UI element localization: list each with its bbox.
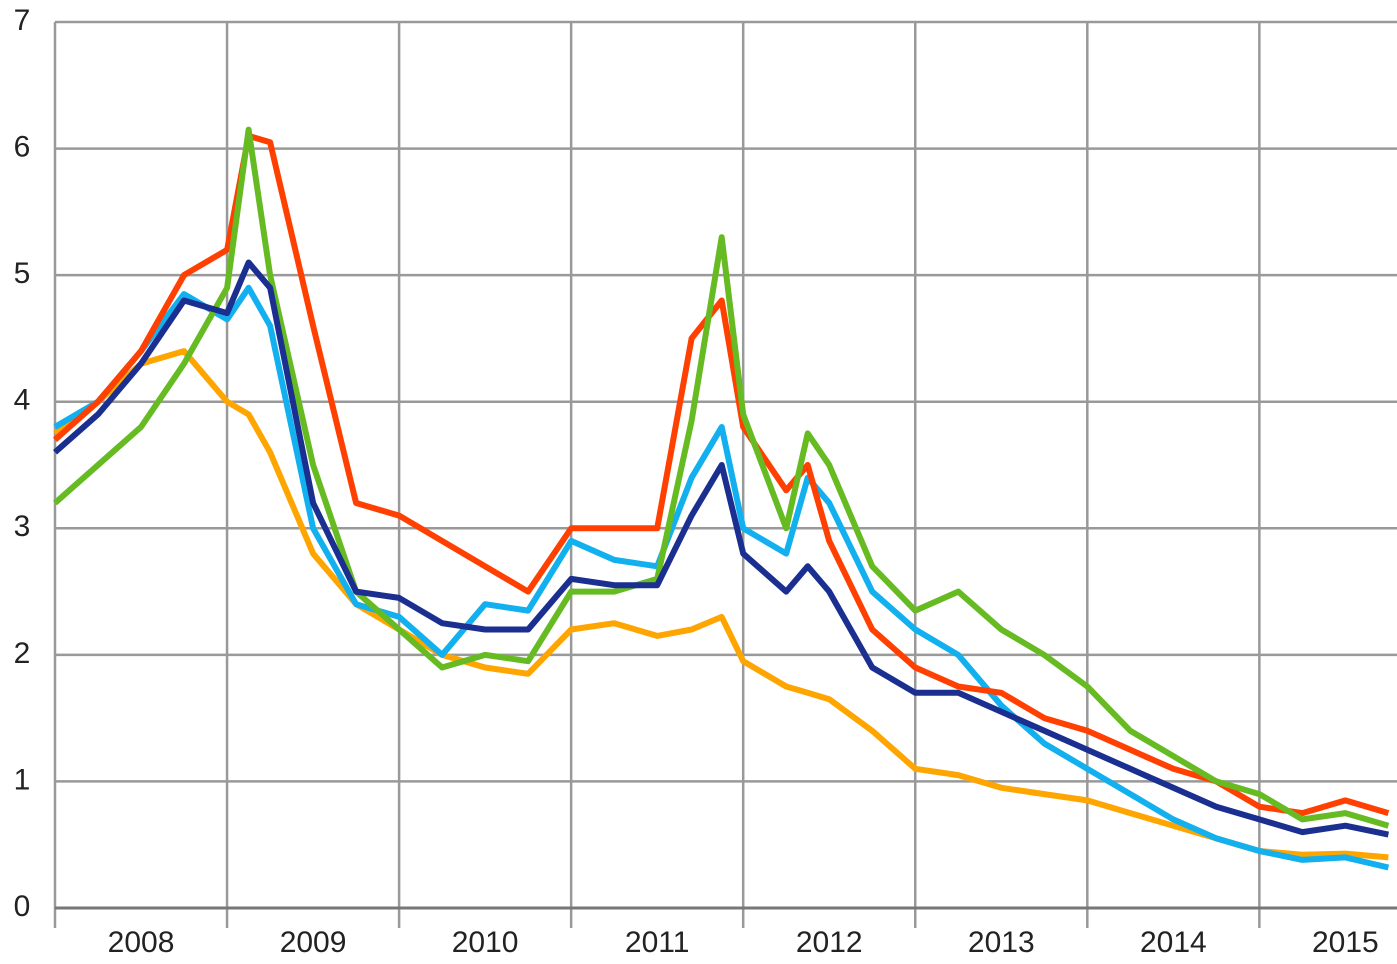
y-tick-label: 7: [14, 4, 31, 37]
series-line: [53, 348, 1389, 861]
x-tick-label: 2010: [452, 926, 519, 959]
y-tick-label: 6: [14, 130, 31, 163]
x-tick-label: 2015: [1312, 926, 1379, 959]
y-tick-label: 0: [14, 890, 31, 923]
x-tick-label: 2009: [280, 926, 347, 959]
x-tick-label: 2011: [625, 926, 690, 959]
series-line: [53, 259, 1390, 838]
x-tick-label: 2014: [1140, 926, 1207, 959]
y-tick-label: 4: [14, 384, 31, 417]
y-tick-label: 5: [14, 257, 31, 290]
x-tick-label: 2013: [968, 926, 1035, 959]
series-line: [53, 132, 1390, 817]
y-tick-label: 1: [14, 763, 31, 796]
series-line: [53, 284, 1390, 871]
x-tick-label: 2008: [108, 926, 175, 959]
y-tick-label: 2: [14, 637, 31, 670]
y-tick-label: 3: [14, 510, 31, 543]
series-line: [53, 126, 1390, 829]
x-tick-label: 2012: [796, 926, 863, 959]
